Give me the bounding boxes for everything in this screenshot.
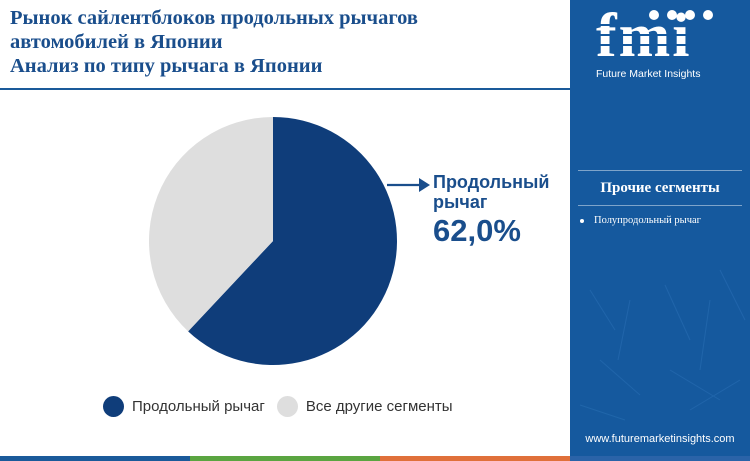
side-panel-heading: Прочие сегменты <box>600 180 720 196</box>
callout-label: Продольный рычаг <box>433 172 573 212</box>
title-line-2: автомобилей в Японии <box>10 31 223 53</box>
chart-legend: Продольный рычаг Все другие сегменты <box>103 396 465 417</box>
chart-area: Рынок сайлентблоков продольных рычагов а… <box>0 6 573 417</box>
strip-segment-1 <box>0 456 190 461</box>
pie-slice-2 <box>148 117 273 332</box>
title-line-3: Анализ по типу рычага в Японии <box>10 55 323 77</box>
title-divider <box>0 88 570 90</box>
pie-chart <box>148 117 397 365</box>
fmi-logo: fmi <box>596 8 726 64</box>
side-panel-item-label: Полупродольный рычаг <box>594 215 701 226</box>
legend-item-longitudinal: Продольный рычаг <box>103 396 265 417</box>
panel-divider-bottom <box>578 205 742 206</box>
chart-title: Рынок сайлентблоков продольных рычагов а… <box>10 6 562 78</box>
bottom-color-strip <box>0 456 750 461</box>
strip-segment-2 <box>190 456 380 461</box>
arrow-right-icon <box>387 178 430 192</box>
legend-label-longitudinal: Продольный рычаг <box>132 398 265 415</box>
side-panel-list: Полупродольный рычаг <box>580 215 701 226</box>
bullet-icon <box>580 218 584 223</box>
side-panel-item: Полупродольный рычаг <box>580 215 701 226</box>
callout-label-line-2: рычаг <box>433 192 488 212</box>
legend-item-other: Все другие сегменты <box>276 396 453 417</box>
panel-divider-top <box>578 170 742 171</box>
pie-slice-1 <box>188 117 397 365</box>
website-link[interactable]: www.futuremarketinsights.com <box>585 433 735 445</box>
legend-swatch-other <box>276 396 298 417</box>
panel-texture <box>579 269 746 421</box>
legend-label-other: Все другие сегменты <box>305 398 453 415</box>
strip-segment-3 <box>380 456 570 461</box>
callout-value: 62,0% <box>433 213 521 248</box>
logo-subtitle: Future Market Insights <box>596 68 701 80</box>
title-line-1: Рынок сайлентблоков продольных рычагов <box>10 7 418 29</box>
brand-panel: fmi Future Market Insights Прочие сегмен… <box>570 0 750 456</box>
strip-segment-4 <box>570 456 750 461</box>
legend-swatch-longitudinal <box>103 396 124 417</box>
callout-label-line-1: Продольный <box>433 172 550 192</box>
